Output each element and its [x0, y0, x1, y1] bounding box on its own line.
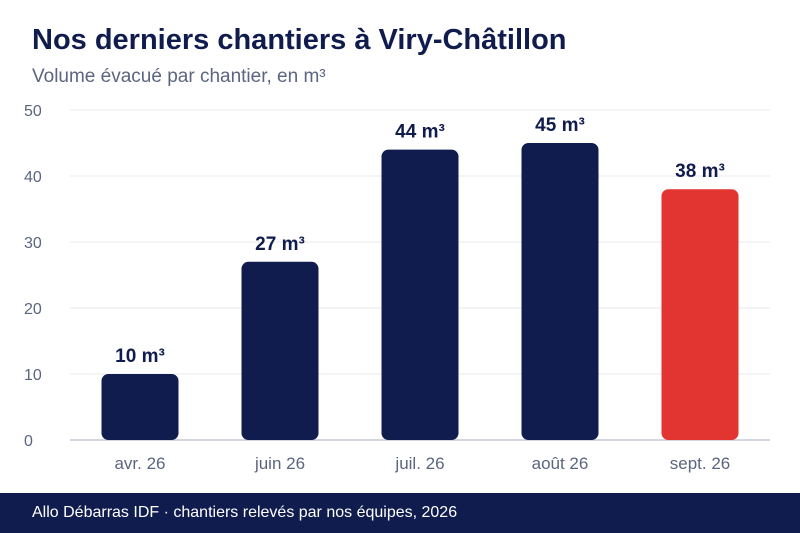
bar-data-label: 10 m³ — [115, 346, 165, 367]
chart-subtitle: Volume évacué par chantier, en m³ — [32, 66, 326, 87]
y-tick-label: 30 — [24, 235, 42, 252]
y-tick-label: 0 — [24, 433, 33, 450]
x-tick-label: sept. 26 — [670, 454, 731, 473]
bar-data-label: 45 m³ — [535, 115, 585, 136]
y-tick-label: 50 — [24, 103, 42, 120]
footer-source: Allo Débarras IDF · chantiers relevés pa… — [32, 504, 458, 521]
bar-data-label: 27 m³ — [255, 234, 305, 255]
bar-ao-t-26 — [521, 143, 599, 440]
footer-bar: Allo Débarras IDF · chantiers relevés pa… — [0, 493, 800, 533]
bar-data-label: 38 m³ — [675, 161, 725, 182]
chart-title: Nos derniers chantiers à Viry-Châtillon — [32, 24, 567, 56]
x-tick-label: avr. 26 — [114, 454, 165, 473]
x-tick-label: août 26 — [532, 454, 589, 473]
bar-sept-26 — [661, 189, 739, 440]
y-tick-label: 40 — [24, 169, 42, 186]
bar-juin-26 — [241, 261, 319, 440]
x-tick-label: juil. 26 — [394, 454, 444, 473]
bar-chart: 0 10 20 30 40 50 10 m³ avr. 26 27 m³ juin 26 44 m³… — [24, 103, 770, 473]
bar-avr-26 — [101, 374, 179, 440]
y-tick-label: 20 — [24, 301, 42, 318]
x-tick-label: juin 26 — [254, 454, 305, 473]
bar-juil-26 — [381, 149, 459, 440]
y-tick-label: 10 — [24, 367, 42, 384]
bar-data-label: 44 m³ — [395, 122, 445, 143]
